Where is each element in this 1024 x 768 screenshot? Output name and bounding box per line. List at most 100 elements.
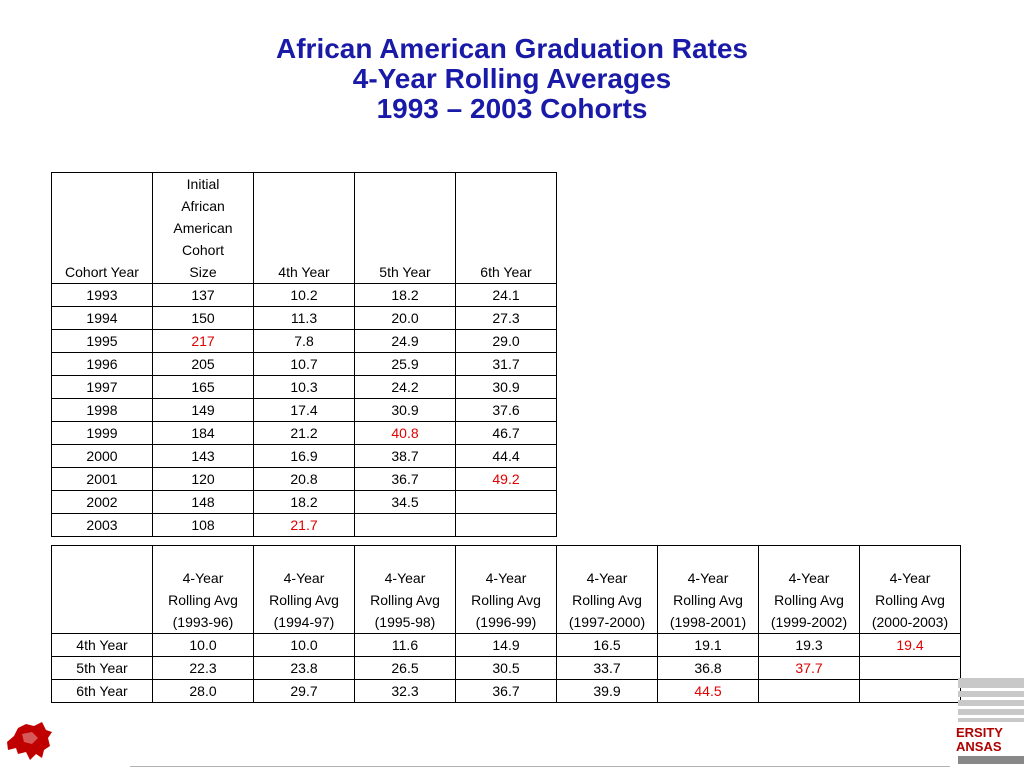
- table-cell: 22.3: [152, 656, 254, 680]
- column-header: 4-Year Rolling Avg (1998-2001): [657, 545, 759, 634]
- table-cell: 20.8: [253, 467, 355, 491]
- table-cell: 10.0: [253, 633, 355, 657]
- table-cell: 28.0: [152, 679, 254, 703]
- table-cell: 18.2: [354, 283, 456, 307]
- title-line-3: 1993 – 2003 Cohorts: [376, 93, 648, 124]
- row-label-cell: 6th Year: [51, 679, 153, 703]
- table-cell: 26.5: [354, 656, 456, 680]
- table-cell: 36.7: [455, 679, 557, 703]
- seal-text-line-2: ANSAS: [956, 740, 1002, 754]
- table-cell: 11.3: [253, 306, 355, 330]
- table-cell: 30.5: [455, 656, 557, 680]
- column-header: Cohort Year: [51, 172, 153, 284]
- table-cell: [455, 490, 557, 514]
- table-cell: 32.3: [354, 679, 456, 703]
- table-cell: 37.6: [455, 398, 557, 422]
- table-cell: 23.8: [253, 656, 355, 680]
- table-cell: 18.2: [253, 490, 355, 514]
- table-cell: [859, 679, 961, 703]
- table-cell: 33.7: [556, 656, 658, 680]
- table-cell: 16.9: [253, 444, 355, 468]
- table-row: 1997 165 10.3 24.2 30.9: [51, 375, 557, 399]
- table-cell: 10.7: [253, 352, 355, 376]
- footer-divider: [130, 766, 950, 767]
- row-label-cell: 2001: [51, 467, 153, 491]
- table-cell: 44.5: [657, 679, 759, 703]
- row-label-cell: 1993: [51, 283, 153, 307]
- table-cell: 49.2: [455, 467, 557, 491]
- row-label-cell: 1998: [51, 398, 153, 422]
- table-cell: 7.8: [253, 329, 355, 353]
- table-cell: 29.7: [253, 679, 355, 703]
- table-cell: 29.0: [455, 329, 557, 353]
- table-cell: 36.7: [354, 467, 456, 491]
- table-cell: 24.9: [354, 329, 456, 353]
- table-cell: 165: [152, 375, 254, 399]
- table-row: 2002 148 18.2 34.5: [51, 490, 557, 514]
- table-cell: 38.7: [354, 444, 456, 468]
- table-cell: 149: [152, 398, 254, 422]
- table-cell: 205: [152, 352, 254, 376]
- column-header: 4-Year Rolling Avg (1994-97): [253, 545, 355, 634]
- table-cell: 19.3: [758, 633, 860, 657]
- column-header: 4-Year Rolling Avg (1997-2000): [556, 545, 658, 634]
- table-cell: 10.3: [253, 375, 355, 399]
- table-row: 2000 143 16.9 38.7 44.4: [51, 444, 557, 468]
- column-header: 4-Year Rolling Avg (2000-2003): [859, 545, 961, 634]
- slide-title: African American Graduation Rates 4-Year…: [0, 34, 1024, 124]
- table-cell: 120: [152, 467, 254, 491]
- table-cell: 37.7: [758, 656, 860, 680]
- column-header: Initial African American Cohort Size: [152, 172, 254, 284]
- row-label-cell: 1997: [51, 375, 153, 399]
- table-cell: 17.4: [253, 398, 355, 422]
- table-row: 2001 120 20.8 36.7 49.2: [51, 467, 557, 491]
- column-header: [51, 545, 153, 634]
- table-row: 1999 184 21.2 40.8 46.7: [51, 421, 557, 445]
- table-row: 1996 205 10.7 25.9 31.7: [51, 352, 557, 376]
- title-line-2: 4-Year Rolling Averages: [352, 63, 672, 94]
- table-cell: 148: [152, 490, 254, 514]
- table-cell: 25.9: [354, 352, 456, 376]
- row-label-cell: 1994: [51, 306, 153, 330]
- table-row: 1995 217 7.8 24.9 29.0: [51, 329, 557, 353]
- table-cell: 10.0: [152, 633, 254, 657]
- row-label-cell: 4th Year: [51, 633, 153, 657]
- table-cell: 108: [152, 513, 254, 537]
- table-cell: 11.6: [354, 633, 456, 657]
- table-row: 2003 108 21.7: [51, 513, 557, 537]
- table-cell: 10.2: [253, 283, 355, 307]
- seal-text-line-1: ERSITY: [956, 726, 1003, 740]
- table-cell: 14.9: [455, 633, 557, 657]
- table-cell: 40.8: [354, 421, 456, 445]
- university-seal-icon: ERSITY ANSAS: [950, 678, 1024, 768]
- table-cell: 39.9: [556, 679, 658, 703]
- table-cell: 19.1: [657, 633, 759, 657]
- table-cell: 150: [152, 306, 254, 330]
- table-cell: 19.4: [859, 633, 961, 657]
- table-cell: 30.9: [354, 398, 456, 422]
- table-cell: 24.1: [455, 283, 557, 307]
- column-header: 5th Year: [354, 172, 456, 284]
- table-cell: 30.9: [455, 375, 557, 399]
- table-cell: [859, 656, 961, 680]
- table-row: 5th Year 22.3 23.8 26.5 30.5 33.7 36.8 37.7: [51, 656, 961, 680]
- column-header: 6th Year: [455, 172, 557, 284]
- column-header: 4th Year: [253, 172, 355, 284]
- title-line-1: African American Graduation Rates: [276, 33, 748, 64]
- row-label-cell: 2003: [51, 513, 153, 537]
- row-label-cell: 1996: [51, 352, 153, 376]
- table-cell: 137: [152, 283, 254, 307]
- column-header: 4-Year Rolling Avg (1999-2002): [758, 545, 860, 634]
- rolling-average-table: 4-Year Rolling Avg (1993-96) 4-Year Rolling …: [51, 545, 961, 703]
- row-label-cell: 2002: [51, 490, 153, 514]
- table-row: 1993 137 10.2 18.2 24.1: [51, 283, 557, 307]
- table-cell: 21.2: [253, 421, 355, 445]
- table-row: 1994 150 11.3 20.0 27.3: [51, 306, 557, 330]
- table-cell: 143: [152, 444, 254, 468]
- table-cell: 20.0: [354, 306, 456, 330]
- table-cell: [354, 513, 456, 537]
- table-row: 6th Year 28.0 29.7 32.3 36.7 39.9 44.5: [51, 679, 961, 703]
- table-row: 4th Year 10.0 10.0 11.6 14.9 16.5 19.1 19.3 19.4: [51, 633, 961, 657]
- table-cell: 46.7: [455, 421, 557, 445]
- row-label-cell: 1995: [51, 329, 153, 353]
